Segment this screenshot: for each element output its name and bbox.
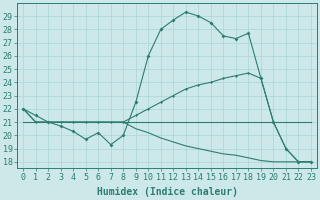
X-axis label: Humidex (Indice chaleur): Humidex (Indice chaleur) xyxy=(97,187,237,197)
